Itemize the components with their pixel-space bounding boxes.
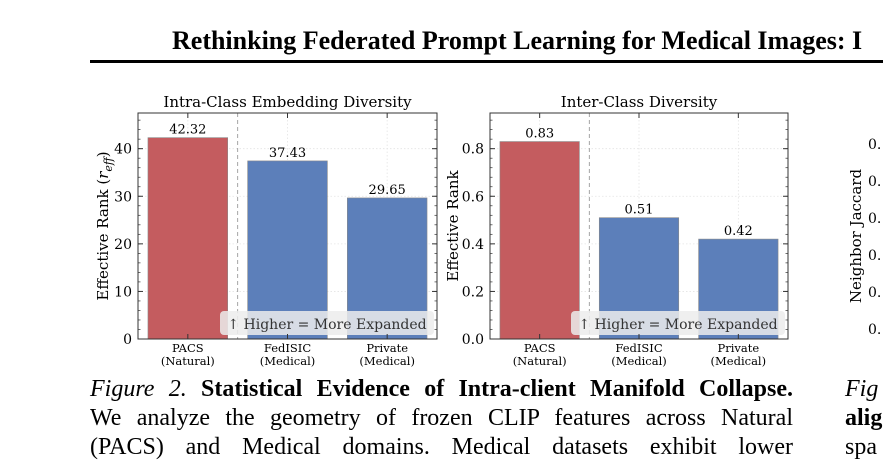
bar (147, 137, 228, 340)
bar-value-label: 29.65 (369, 183, 406, 198)
y-tick-label: 0.4 (462, 237, 484, 253)
y-axis-label: Effective Rank (reff) (94, 151, 115, 300)
y-axis-label: Neighbor Jaccard (847, 169, 865, 304)
x-tick-label: PACS (524, 341, 556, 355)
bar-value-label: 0.42 (724, 224, 753, 239)
y-tick-label: 0. (868, 322, 881, 338)
y-tick-label: 0. (868, 137, 881, 153)
y-tick-label: 0.8 (462, 142, 484, 158)
paper-running-title: Rethinking Federated Prompt Learning for… (172, 26, 863, 55)
chart-title: Intra-Class Embedding Diversity (163, 93, 412, 111)
next-caption-line-3: spa (845, 434, 877, 460)
next-caption-line-2: alig (845, 405, 883, 431)
y-tick-label: 10 (114, 284, 132, 300)
annotation: ↑ Higher = More Expanded (220, 311, 434, 335)
y-tick-label: 0.0 (462, 332, 484, 348)
x-tick-label: FedISIC (615, 341, 662, 355)
chart-intra-class: 42.32 37.43 29.65 ↑ Higher = More Expanded 0… (94, 93, 438, 368)
y-tick-label: 20 (114, 237, 132, 253)
x-tick-label: PACS (172, 341, 204, 355)
x-tick-label: FedISIC (264, 341, 311, 355)
y-axis-label: Effective Rank (444, 170, 462, 282)
y-tick-label: 0. (868, 285, 881, 301)
caption-line-2: We analyze the geometry of frozen CLIP f… (90, 405, 793, 431)
bar-value-label: 0.83 (525, 127, 554, 142)
y-tick-label: 0.2 (462, 284, 484, 300)
x-tick-domain-label: (Natural) (513, 354, 567, 368)
bar (247, 160, 328, 340)
x-tick-domain-label: (Medical) (711, 354, 767, 368)
x-tick-domain-label: (Natural) (161, 354, 215, 368)
bar-value-label: 37.43 (269, 146, 306, 161)
annotation-text: ↑ Higher = More Expanded (578, 317, 777, 333)
x-tick-label: Private (717, 341, 759, 355)
y-tick-label: 0. (868, 174, 881, 190)
x-tick-domain-label: (Medical) (359, 354, 415, 368)
annotation-text: ↑ Higher = More Expanded (227, 317, 426, 333)
y-axis-label-subscript: eff (102, 155, 115, 172)
y-axis-label-close: ) (94, 151, 112, 157)
bar-value-label: 42.32 (169, 123, 206, 138)
y-tick-label: 30 (114, 189, 132, 205)
next-figure-caption-fragment: Fig alig spa (845, 375, 883, 462)
caption-title: Statistical Evidence of Intra-client Man… (201, 376, 794, 402)
bar (499, 141, 580, 340)
bar-value-label: 0.51 (625, 203, 654, 218)
x-tick-domain-label: (Medical) (611, 354, 667, 368)
y-tick-label: 0. (868, 211, 881, 227)
y-tick-label: 0 (123, 332, 132, 348)
caption-line-3: (PACS) and Medical domains. Medical data… (90, 434, 793, 460)
y-axis-label-symbol: r (94, 171, 112, 179)
y-axis-label-text: Effective Rank ( (94, 179, 112, 301)
figure-caption: Figure 2. Statistical Evidence of Intra-… (90, 375, 793, 462)
x-tick-label: Private (366, 341, 408, 355)
y-tick-label: 40 (114, 142, 132, 158)
annotation: ↑ Higher = More Expanded (571, 311, 785, 335)
y-tick-label: 0.6 (462, 189, 484, 205)
next-caption-line-1: Fig (845, 376, 879, 402)
header-rule (90, 60, 883, 63)
y-tick-label: 0. (868, 248, 881, 264)
chart-inter-class: 0.83 0.51 0.42 ↑ Higher = More Expanded 0.0 0… (444, 93, 789, 368)
annotation-box (571, 311, 785, 335)
annotation-box (220, 311, 434, 335)
caption-label: Figure 2. (90, 376, 187, 402)
x-tick-domain-label: (Medical) (260, 354, 316, 368)
chart-title: Inter-Class Diversity (561, 93, 718, 111)
